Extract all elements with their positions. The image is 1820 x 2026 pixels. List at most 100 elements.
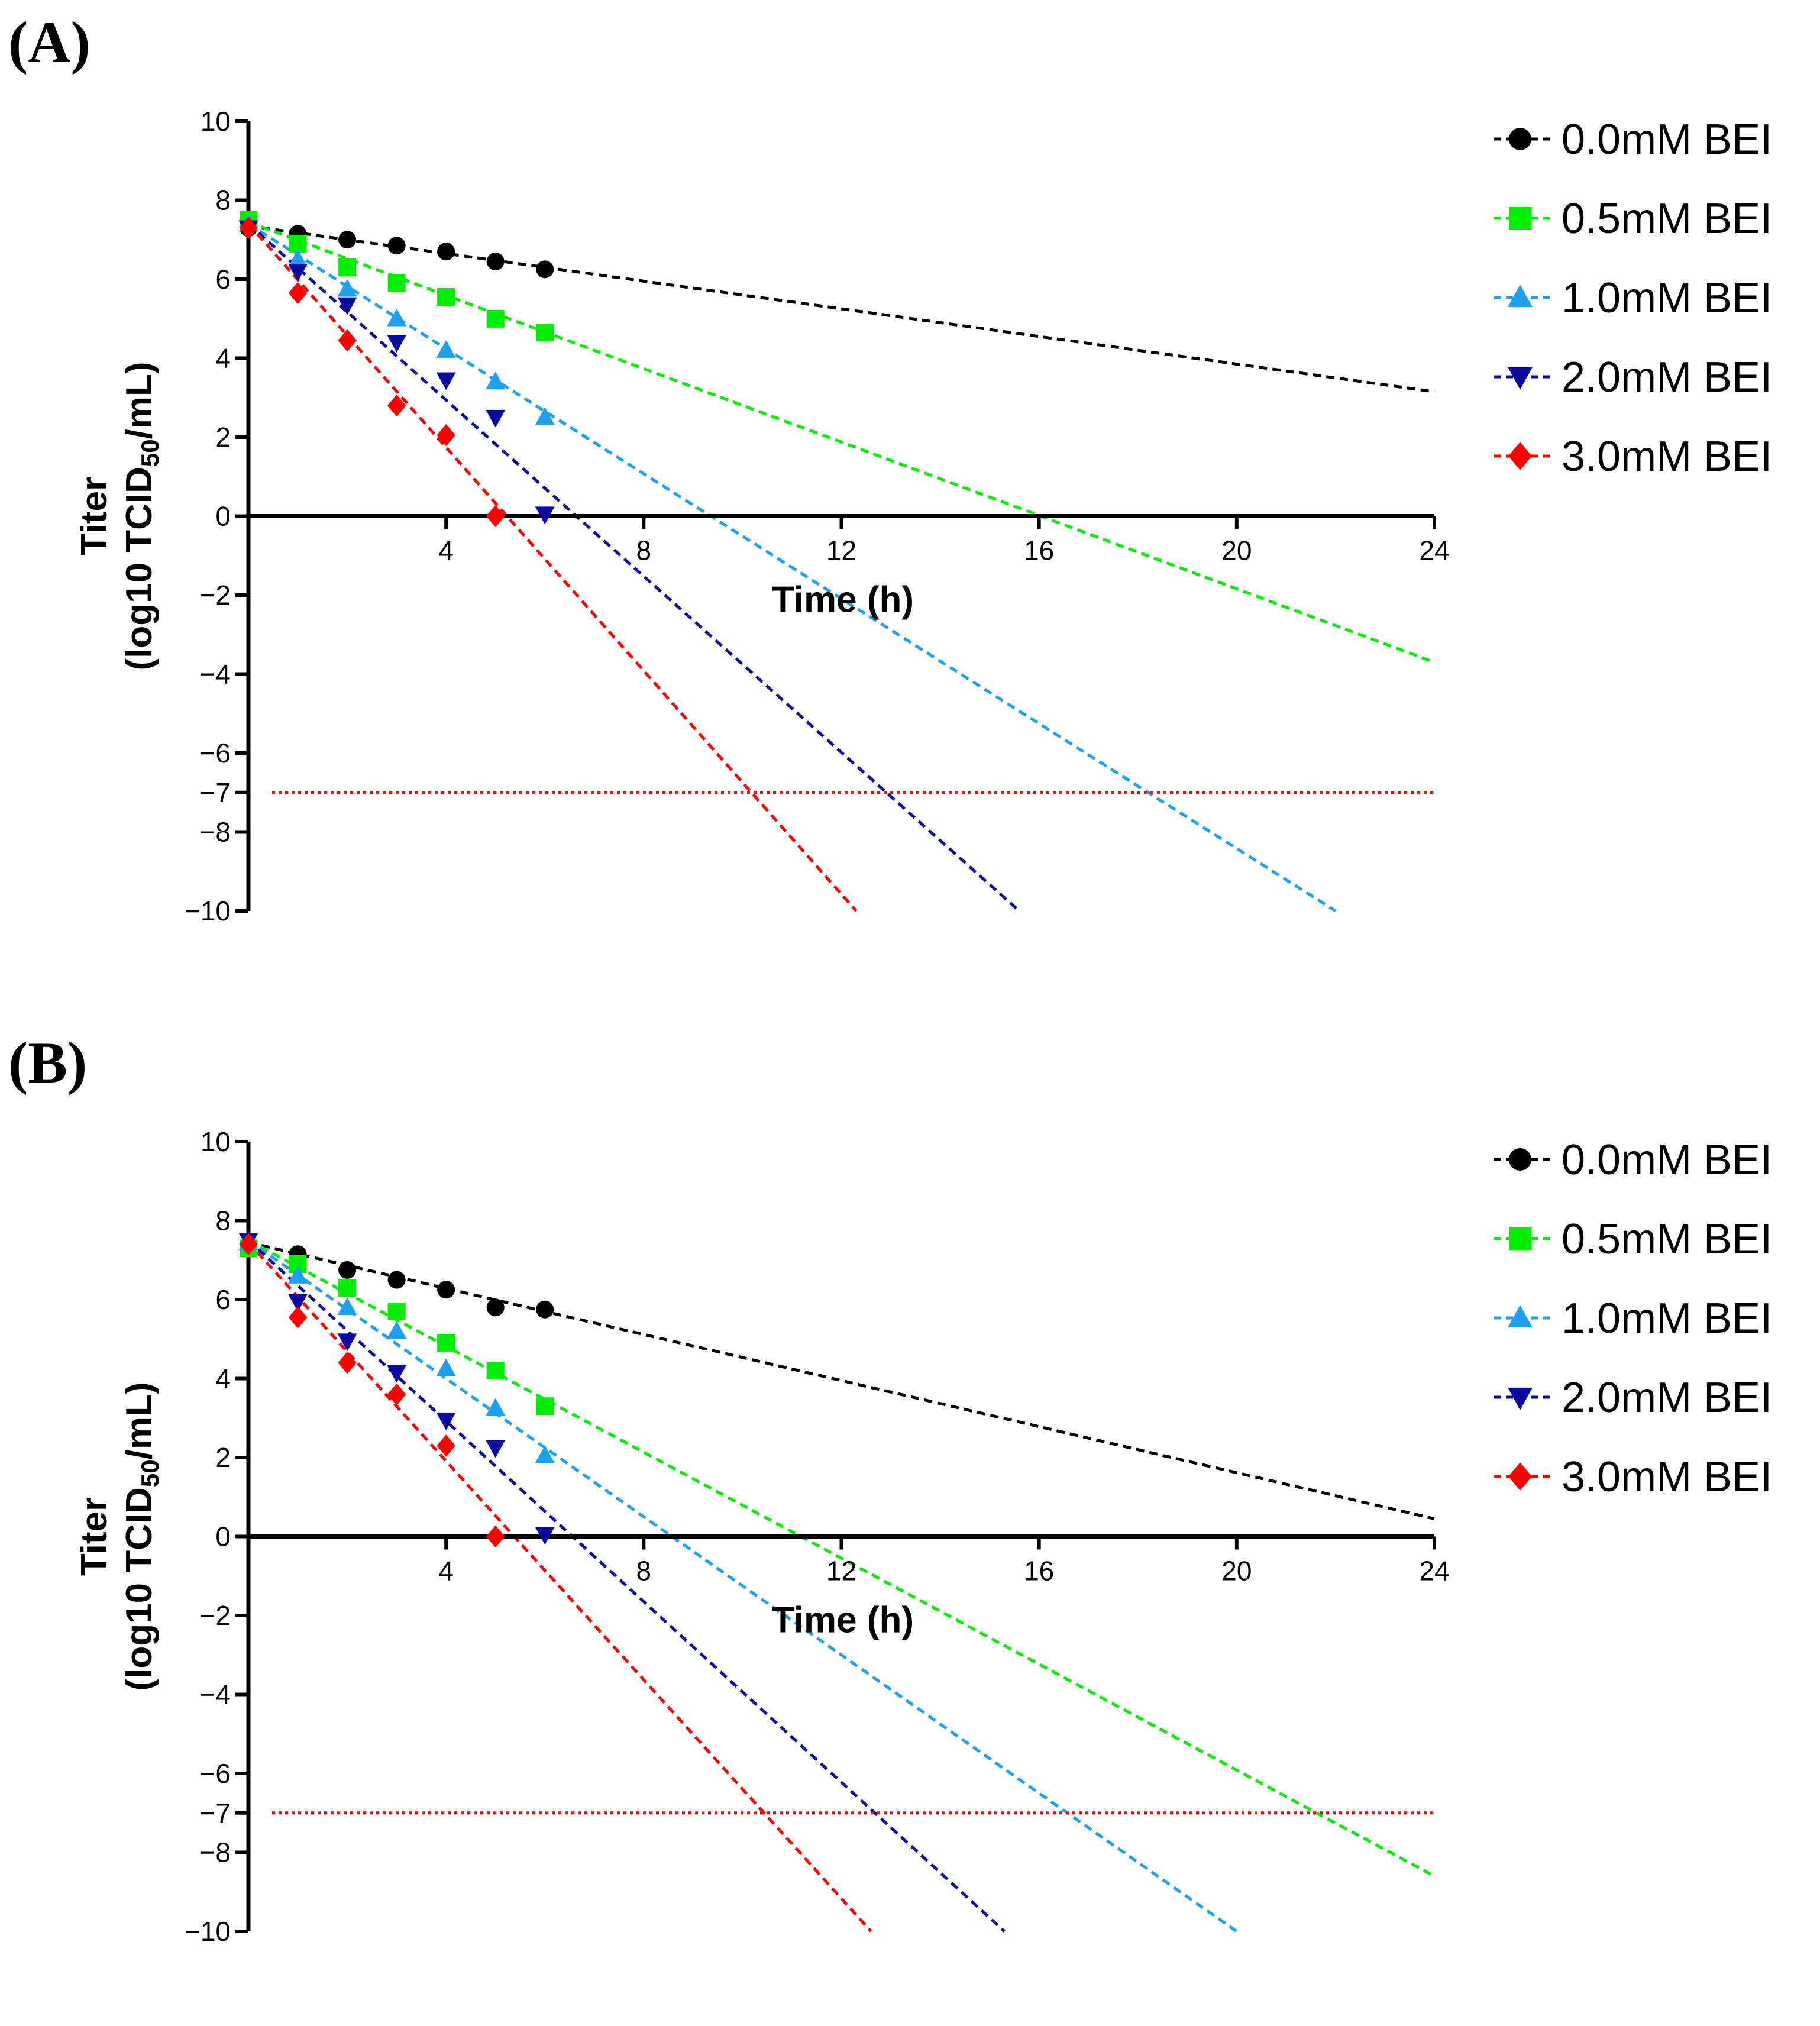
y-title-suffix: /mL): [119, 361, 160, 439]
data-point: [387, 1321, 407, 1339]
y-tick-label: −7: [200, 1798, 231, 1828]
data-point: [387, 1271, 406, 1289]
legend-entry: 1.0mM BEI: [1494, 274, 1772, 322]
legend: 0.0mM BEI 0.5mM BEI 1.0mM BEI 2.0mM BEI 3.0m…: [1494, 1136, 1772, 1501]
data-point: [387, 308, 407, 327]
data-point: [387, 1383, 406, 1405]
y-title-prefix: (log10 TCID: [119, 1487, 160, 1691]
fit-line: [247, 1239, 1238, 1933]
y-tick-label: 0: [215, 501, 231, 532]
data-point: [486, 1440, 506, 1458]
x-tick-label: 12: [826, 535, 856, 566]
data-point: [486, 309, 505, 328]
y-tick-label: 4: [215, 343, 231, 374]
legend-marker: [1509, 207, 1531, 230]
data-point: [486, 409, 506, 428]
legend-marker: [1508, 442, 1532, 470]
data-point: [387, 1303, 406, 1321]
legend-entry: 2.0mM BEI: [1494, 1374, 1772, 1421]
legend-marker: [1509, 1148, 1531, 1171]
y-title-suffix: /mL): [119, 1382, 160, 1459]
y-tick-label: 0: [215, 1521, 231, 1552]
y-tick-label: −2: [200, 1600, 231, 1631]
data-point: [437, 424, 455, 447]
legend-label: 3.0mM BEI: [1562, 433, 1772, 480]
y-axis-title-line2: (log10 TCID50/mL): [119, 1382, 164, 1691]
y-tick-label: −2: [200, 580, 231, 610]
x-tick-label: 4: [438, 535, 454, 566]
data-point: [337, 1297, 357, 1316]
y-axis-title-line1: Titer: [74, 1497, 115, 1576]
data-point: [436, 340, 456, 358]
data-point: [387, 335, 407, 353]
x-tick-label: 24: [1419, 1556, 1449, 1586]
y-tick-label: 4: [215, 1363, 231, 1394]
y-tick-label: −6: [200, 1758, 231, 1789]
y-tick-label: 8: [215, 185, 231, 216]
legend-marker: [1508, 367, 1533, 390]
data-point: [289, 234, 307, 253]
y-tick-label: 6: [215, 264, 231, 295]
data-point: [337, 1333, 357, 1352]
data-point: [486, 1362, 505, 1380]
x-tick-label: 8: [636, 1556, 652, 1586]
y-tick-label: −10: [185, 896, 231, 926]
panel-label: (A): [8, 9, 90, 75]
data-point: [288, 1306, 308, 1329]
x-axis-title: Time (h): [772, 1600, 914, 1641]
legend-label: 1.0mM BEI: [1562, 274, 1772, 322]
data-point: [239, 1233, 258, 1256]
data-point: [486, 1525, 505, 1548]
legend-entry: 3.0mM BEI: [1494, 1453, 1772, 1501]
legend-entry: 0.0mM BEI: [1494, 1136, 1772, 1184]
data-point: [535, 1527, 555, 1545]
data-point: [288, 263, 308, 282]
legend-label: 1.0mM BEI: [1562, 1295, 1772, 1342]
data-point: [486, 1298, 505, 1317]
data-point: [338, 1352, 357, 1374]
data-point: [436, 372, 456, 390]
y-title-subscript: 50: [136, 1459, 164, 1487]
y-title-subscript: 50: [136, 439, 164, 467]
fit-line: [248, 224, 1435, 393]
data-points: [238, 1232, 555, 1548]
data-point: [338, 1261, 357, 1279]
fit-line: [247, 1241, 872, 1933]
legend-label: 0.5mM BEI: [1562, 1216, 1772, 1263]
data-point: [288, 1265, 308, 1284]
fit-line: [247, 222, 1020, 912]
y-tick-label: 8: [215, 1206, 231, 1236]
data-point: [535, 1445, 555, 1463]
data-point: [288, 249, 308, 267]
fit-line: [248, 1240, 1435, 1520]
data-point: [338, 1278, 357, 1297]
legend-label: 2.0mM BEI: [1562, 1374, 1772, 1421]
legend-label: 0.5mM BEI: [1562, 195, 1772, 243]
y-tick-label: 10: [201, 106, 231, 137]
fit-line: [247, 1239, 1006, 1933]
data-point: [337, 279, 357, 297]
data-point: [338, 231, 357, 249]
panel-b: (B) 10 8 6 4 2 0 −2 −4 −6 −7 −8 −10 4 8 12 16 20 24 Time (…: [0, 1020, 1820, 2026]
data-point: [536, 1300, 554, 1319]
data-point: [437, 1434, 455, 1457]
data-point: [486, 252, 505, 270]
data-point: [536, 1397, 554, 1416]
legend-label: 3.0mM BEI: [1562, 1453, 1772, 1501]
legend-marker: [1508, 1462, 1532, 1491]
y-tick-label: 2: [215, 1442, 231, 1473]
series-markers: [239, 217, 505, 528]
y-tick-label: −4: [200, 1679, 231, 1710]
x-tick-label: 16: [1024, 1556, 1054, 1586]
data-point: [437, 1334, 455, 1352]
data-point: [239, 217, 258, 239]
x-tick-label: 4: [438, 1556, 454, 1586]
x-tick-label: 20: [1221, 1556, 1252, 1586]
legend-marker: [1509, 1227, 1531, 1250]
data-point: [338, 258, 357, 276]
legend-marker: [1508, 285, 1533, 308]
data-point: [387, 237, 406, 255]
x-tick-label: 20: [1221, 535, 1252, 566]
